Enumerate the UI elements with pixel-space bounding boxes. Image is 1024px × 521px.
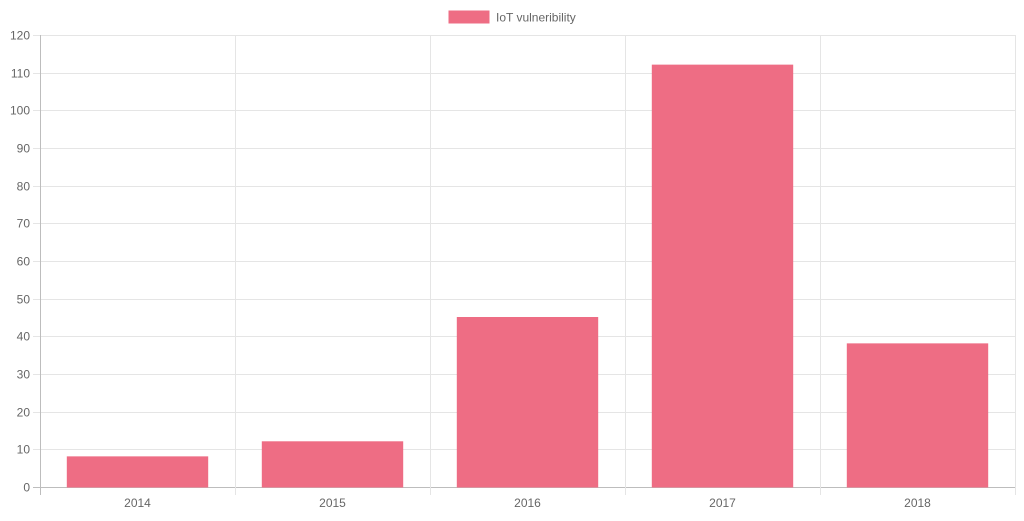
legend-swatch[interactable] bbox=[448, 10, 490, 24]
y-tick-label: 120 bbox=[10, 29, 30, 43]
y-tick-label: 100 bbox=[10, 104, 30, 118]
y-tick-label: 60 bbox=[17, 255, 31, 269]
axes: 0 10 20 30 40 50 60 70 80 90 100 110 120 2014 2015 2016… bbox=[10, 29, 931, 511]
y-tick-label: 110 bbox=[11, 67, 30, 81]
y-tick-label: 40 bbox=[17, 330, 31, 344]
y-tick-label: 50 bbox=[17, 293, 31, 307]
bar-2015[interactable] bbox=[261, 441, 404, 488]
bars bbox=[66, 64, 989, 488]
y-tick-label: 10 bbox=[17, 443, 31, 457]
legend[interactable]: IoT vulneribility bbox=[448, 10, 576, 25]
y-tick-label: 20 bbox=[17, 406, 31, 420]
x-tick-label: 2014 bbox=[124, 496, 151, 510]
x-tick-label: 2018 bbox=[904, 496, 931, 510]
bar-2014[interactable] bbox=[66, 456, 209, 488]
y-tick-label: 30 bbox=[17, 368, 31, 382]
x-tick-label: 2016 bbox=[514, 496, 541, 510]
y-tick-label: 70 bbox=[17, 217, 31, 231]
bar-2016[interactable] bbox=[456, 317, 599, 488]
x-tick-label: 2015 bbox=[319, 496, 346, 510]
y-tick-label: 90 bbox=[17, 142, 31, 156]
bar-2018[interactable] bbox=[846, 343, 989, 488]
y-tick-label: 0 bbox=[23, 481, 30, 495]
x-tick-label: 2017 bbox=[709, 496, 736, 510]
legend-label[interactable]: IoT vulneribility bbox=[496, 11, 576, 25]
grid-lines bbox=[33, 35, 1016, 495]
bar-2017[interactable] bbox=[651, 64, 794, 488]
y-tick-label: 80 bbox=[17, 180, 31, 194]
